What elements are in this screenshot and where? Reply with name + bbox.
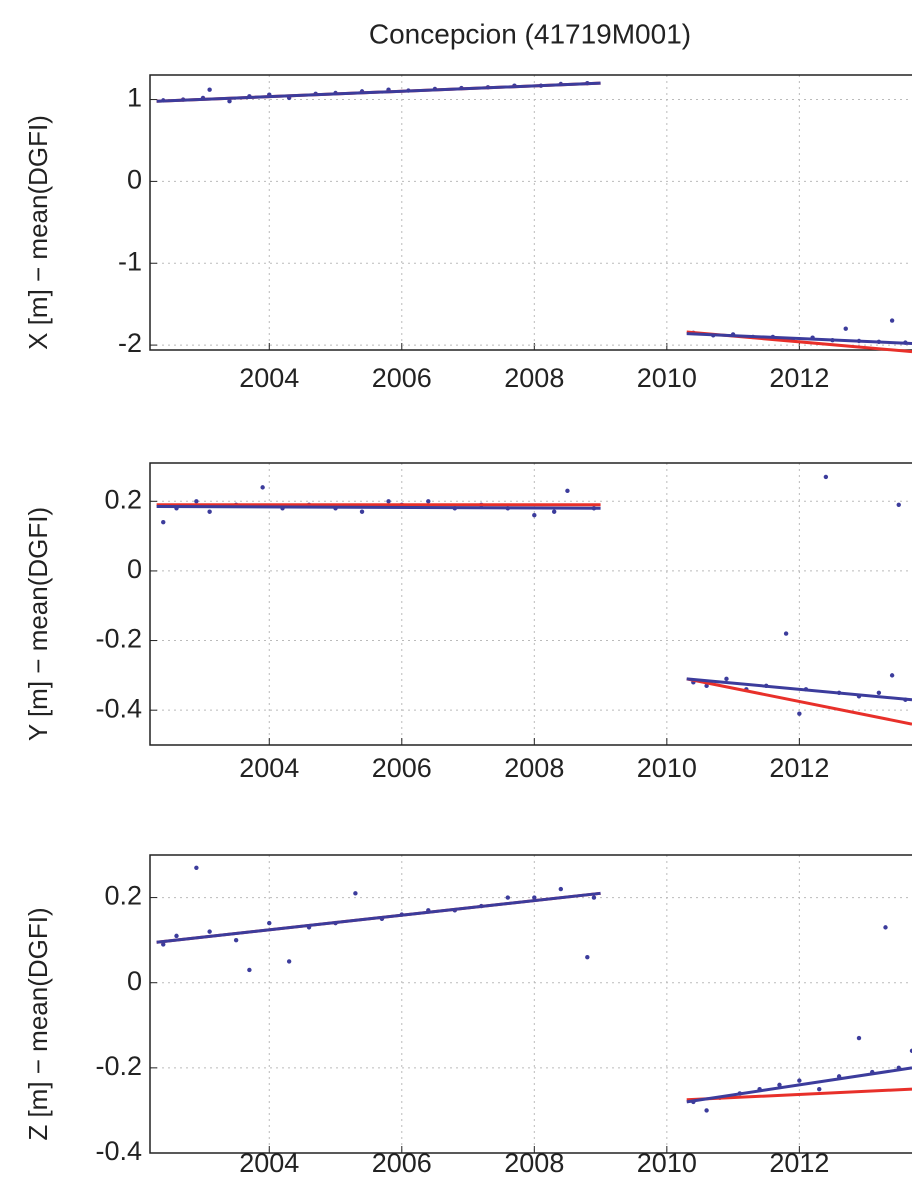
data-point xyxy=(426,499,431,504)
data-point xyxy=(909,1048,912,1054)
data-point xyxy=(896,502,901,507)
data-point xyxy=(558,886,564,892)
axis-frame xyxy=(149,74,912,351)
x-tick-label: 2008 xyxy=(504,363,564,393)
y-axis-label: Y [m] − mean(DGFI) xyxy=(23,507,53,741)
data-point xyxy=(724,676,729,682)
data-point xyxy=(783,631,789,636)
y-tick-label: -1 xyxy=(118,246,142,276)
axis-frame xyxy=(149,854,912,1154)
data-point xyxy=(883,925,888,930)
x-tick-label: 2006 xyxy=(372,363,432,393)
data-point xyxy=(585,954,590,960)
axis-frame xyxy=(149,462,912,746)
plot-area xyxy=(150,75,912,350)
x-tick-label: 2004 xyxy=(239,753,299,783)
data-point xyxy=(876,690,882,695)
data-point xyxy=(161,942,166,947)
data-point xyxy=(386,499,391,504)
y-tick-label: -0.2 xyxy=(95,1051,142,1081)
trend-line xyxy=(156,81,912,345)
trend-line xyxy=(156,891,912,1104)
data-point xyxy=(704,683,709,689)
data-point xyxy=(267,920,272,926)
data-point xyxy=(194,865,199,870)
data-point xyxy=(207,509,212,514)
data-point xyxy=(233,937,239,943)
data-point xyxy=(823,474,829,480)
data-point xyxy=(856,1035,862,1041)
data-point xyxy=(591,895,597,900)
data-point xyxy=(286,959,292,964)
y-tick-label: 1 xyxy=(127,83,142,113)
y-tick-label: -0.4 xyxy=(95,693,142,723)
data-point xyxy=(889,673,895,678)
data-point xyxy=(227,98,232,104)
trend-line xyxy=(156,503,912,726)
data-point xyxy=(505,895,511,900)
y-tick-label: 0 xyxy=(127,165,142,195)
data-point xyxy=(565,488,570,494)
x-tick-label: 2012 xyxy=(769,753,829,783)
data-point xyxy=(889,318,895,323)
y-tick-label: 0 xyxy=(127,966,142,996)
data-point xyxy=(353,891,358,896)
data-point xyxy=(797,1078,802,1083)
y-tick-label: 0 xyxy=(127,554,142,584)
data-point xyxy=(247,967,252,973)
data-point xyxy=(777,1082,782,1088)
data-point xyxy=(843,326,848,331)
x-tick-label: 2004 xyxy=(239,363,299,393)
x-tick-label: 2010 xyxy=(637,753,697,783)
data-point xyxy=(174,933,179,939)
y-tick-label: 0.2 xyxy=(104,484,142,514)
chart-title: Concepcion (41719M001) xyxy=(369,18,691,49)
y-axis-label: X [m] − mean(DGFI) xyxy=(23,115,53,350)
data-point xyxy=(704,1108,709,1113)
trend-line xyxy=(156,505,912,702)
x-tick-label: 2008 xyxy=(504,753,564,783)
data-point xyxy=(207,929,212,934)
x-tick-label: 2006 xyxy=(372,753,432,783)
y-tick-label: -2 xyxy=(118,328,142,358)
data-point xyxy=(207,87,212,92)
y-tick-label: -0.2 xyxy=(95,624,142,654)
x-tick-label: 2012 xyxy=(769,363,829,393)
y-tick-label: -0.4 xyxy=(95,1136,142,1166)
y-tick-label: 0.2 xyxy=(104,881,142,911)
data-point xyxy=(161,519,166,525)
data-point xyxy=(817,1086,822,1092)
data-point xyxy=(551,509,557,514)
data-point xyxy=(797,711,802,716)
data-point xyxy=(260,485,265,490)
data-point xyxy=(194,499,199,504)
y-axis-label: Z [m] − mean(DGFI) xyxy=(23,907,53,1140)
x-tick-label: 2010 xyxy=(637,363,697,393)
data-point xyxy=(532,895,537,900)
plot-area xyxy=(150,855,912,1153)
data-point xyxy=(532,513,537,518)
data-point xyxy=(359,509,365,514)
